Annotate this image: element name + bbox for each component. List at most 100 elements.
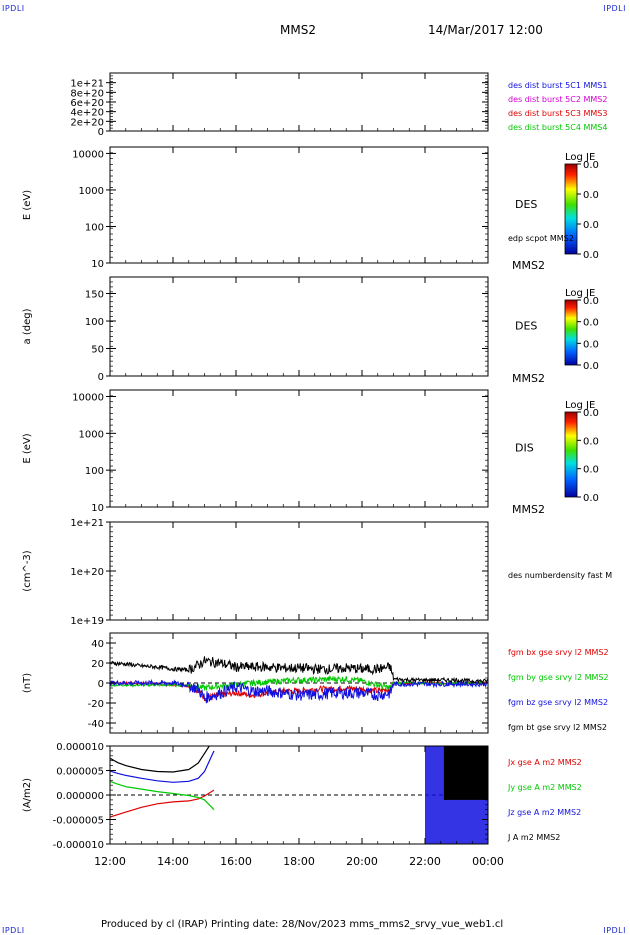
y-tick-label: 2e+20 [70,117,104,128]
y-tick-label: 0.000005 [56,767,104,778]
species-label: DIS [515,442,534,455]
y-axis-label: (nT) [22,673,33,693]
panel-frame [109,146,489,264]
series-line-green [110,674,488,691]
mission-title: MMS2 [280,23,316,37]
legend-entry: Jz gse A m2 MMS2 [507,808,581,817]
y-tick-label: 1e+20 [70,567,104,578]
x-tick-label: 14:00 [157,855,189,868]
spacecraft-label: MMS2 [512,372,545,385]
y-tick-label: 1000 [79,186,104,197]
legend-entry: fgm by gse srvy l2 MMS2 [508,673,609,682]
corner-label-bottom-left: IPDLI [2,926,25,935]
panel-frame [109,389,489,508]
colorbar-tick-label: 0.0 [583,465,599,476]
field-series-group [110,656,488,704]
colorbar-tick-label: 0.0 [583,160,599,171]
y-axis-label: (cm^-3) [22,550,33,591]
y-tick-label: 100 [85,317,104,328]
y-tick-label: -0.000005 [53,816,104,827]
legend-entry: Jx gse A m2 MMS2 [507,758,582,767]
legend-entry: des dist burst 5C4 MMS4 [508,123,607,132]
colorbar-tick-label: 0.0 [583,250,599,261]
colorbar-tick-label: 0.0 [583,190,599,201]
spacecraft-label: MMS2 [512,503,545,516]
species-label: DES [515,198,537,211]
legend-entry: des numberdensity fast M [508,571,612,580]
y-tick-label: 50 [91,345,104,356]
colorbar [564,411,578,498]
y-tick-label: 0 [98,127,104,138]
colorbar-title: Log JE [565,400,595,411]
y-tick-label: 0 [98,372,104,383]
legend-entry: des dist burst 5C2 MMS2 [508,95,607,104]
y-tick-label: -40 [88,719,104,730]
x-tick-label: 12:00 [94,855,126,868]
y-tick-label: 1e+21 [70,79,104,90]
colorbar-tick-label: 0.0 [583,361,599,372]
y-tick-label: 0.000010 [56,742,104,753]
species-label: DES [515,320,537,333]
colorbar-tick-label: 0.0 [583,408,599,419]
y-tick-label: 1000 [79,429,104,440]
panel-frame [109,521,489,621]
panel-frame [109,276,489,377]
y-axis-label: E (eV) [22,190,33,220]
x-tick-label: 22:00 [409,855,441,868]
y-tick-label: 100 [85,222,104,233]
colorbar-tick-label: 0.0 [583,220,599,231]
y-tick-label: -0.000010 [53,840,104,851]
overlay-label: edp scpot MMS2 [508,234,574,243]
y-tick-label: 40 [91,639,104,650]
colorbar-tick-label: 0.0 [583,339,599,350]
series-line-red [110,789,215,818]
y-axis-label: (A/m2) [22,778,33,812]
noisy-segment [443,746,488,800]
legend-entry: J A m2 MMS2 [507,833,560,842]
current-series-group [110,746,488,844]
series-line-black [110,746,210,773]
colorbar-tick-label: 0.0 [583,318,599,329]
corner-label-top-left: IPDLI [2,4,25,13]
y-tick-label: 0.000000 [56,791,104,802]
corner-label-top-right: IPDLI [603,4,626,13]
y-tick-label: 10 [91,503,104,514]
y-tick-label: 8e+20 [70,88,104,99]
colorbar-tick-label: 0.0 [583,493,599,504]
series-line-blue [110,750,215,783]
x-tick-label: 16:00 [220,855,252,868]
colorbar-title: Log JE [565,288,595,299]
colorbar [564,163,578,255]
colorbar-tick-label: 0.0 [583,436,599,447]
colorbar [564,299,578,366]
spacecraft-label: MMS2 [512,259,545,272]
series-line-black [110,656,488,685]
y-tick-label: 1e+21 [70,518,104,529]
series-line-green [110,780,215,811]
y-tick-label: -20 [88,699,104,710]
y-tick-label: 150 [85,290,104,301]
legend-entry: fgm bt gse srvy l2 MMS2 [508,723,607,732]
series-line-blue [110,678,488,704]
y-tick-label: 10000 [72,149,104,160]
panel-frame [109,72,489,132]
legend-entry: des dist burst 5C1 MMS1 [508,81,607,90]
legend-entry: fgm bx gse srvy l2 MMS2 [508,648,609,657]
corner-label-bottom-right: IPDLI [603,926,626,935]
footer-credit: Produced by cl (IRAP) Printing date: 28/… [101,919,504,930]
figure: 02e+204e+206e+208e+201e+2110100100010000… [22,72,612,868]
legend-entry: des dist burst 5C3 MMS3 [508,109,607,118]
y-tick-label: 10000 [72,392,104,403]
x-tick-label: 18:00 [283,855,315,868]
y-tick-label: 0 [98,679,104,690]
y-tick-label: 20 [91,659,104,670]
y-axis-label: E (eV) [22,433,33,463]
legend-entry: Jy gse A m2 MMS2 [507,783,582,792]
y-axis-label: a (deg) [22,308,33,344]
y-tick-label: 1e+19 [70,616,104,627]
colorbar-tick-label: 0.0 [583,296,599,307]
x-tick-label: 00:00 [472,855,504,868]
legend-entry: fgm bz gse srvy l2 MMS2 [508,698,608,707]
y-tick-label: 4e+20 [70,108,104,119]
y-tick-label: 100 [85,466,104,477]
